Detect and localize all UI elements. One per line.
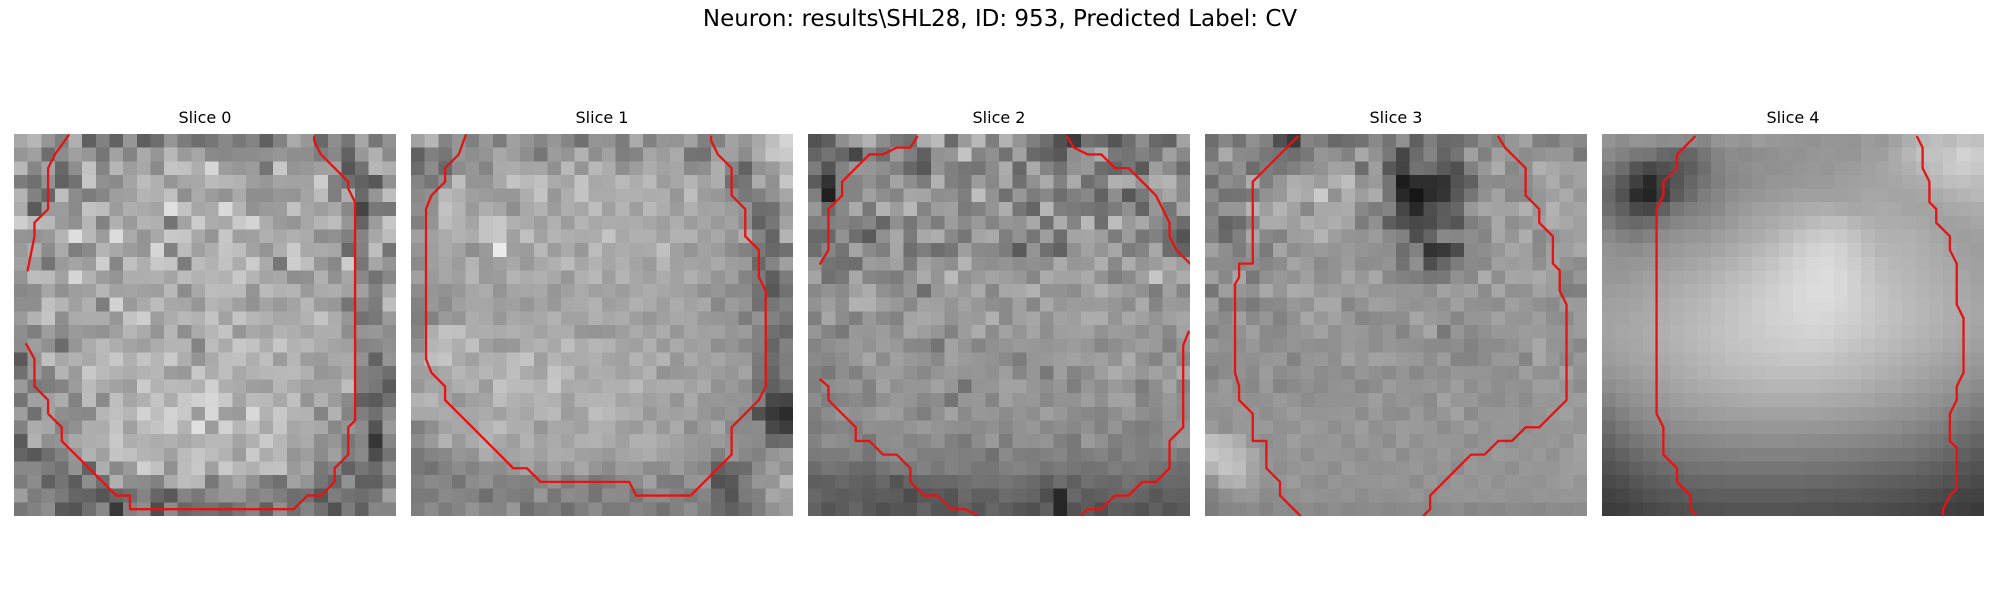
pixel-grid bbox=[808, 134, 1190, 516]
slice-title: Slice 4 bbox=[1766, 108, 1820, 127]
contour-line bbox=[1422, 135, 1568, 516]
pixel-grid bbox=[1602, 134, 1984, 516]
contour-line bbox=[1915, 135, 1965, 516]
pixel-grid bbox=[411, 134, 793, 516]
contour-line bbox=[26, 134, 70, 272]
slice-image bbox=[411, 134, 793, 516]
figure-title: Neuron: results\SHL28, ID: 953, Predicte… bbox=[702, 6, 1298, 32]
contour-line bbox=[819, 378, 982, 516]
contour-line bbox=[819, 135, 919, 265]
contour-line bbox=[1655, 135, 1698, 516]
slice-image bbox=[1205, 134, 1587, 516]
slice-title: Slice 3 bbox=[1369, 108, 1423, 127]
slice-title: Slice 2 bbox=[972, 108, 1026, 127]
slice-title: Slice 0 bbox=[178, 108, 232, 127]
slice-title: Slice 1 bbox=[575, 108, 629, 127]
pixel-grid bbox=[1205, 134, 1587, 516]
contour-line bbox=[1066, 135, 1190, 265]
contour-line bbox=[1233, 135, 1302, 516]
contour-line bbox=[424, 134, 767, 497]
slice-image bbox=[808, 134, 1190, 516]
slice-image bbox=[14, 134, 396, 516]
slice-image bbox=[1602, 134, 1984, 516]
contour-line bbox=[1077, 330, 1190, 516]
contour-line bbox=[25, 135, 357, 511]
pixel-grid bbox=[14, 134, 396, 516]
